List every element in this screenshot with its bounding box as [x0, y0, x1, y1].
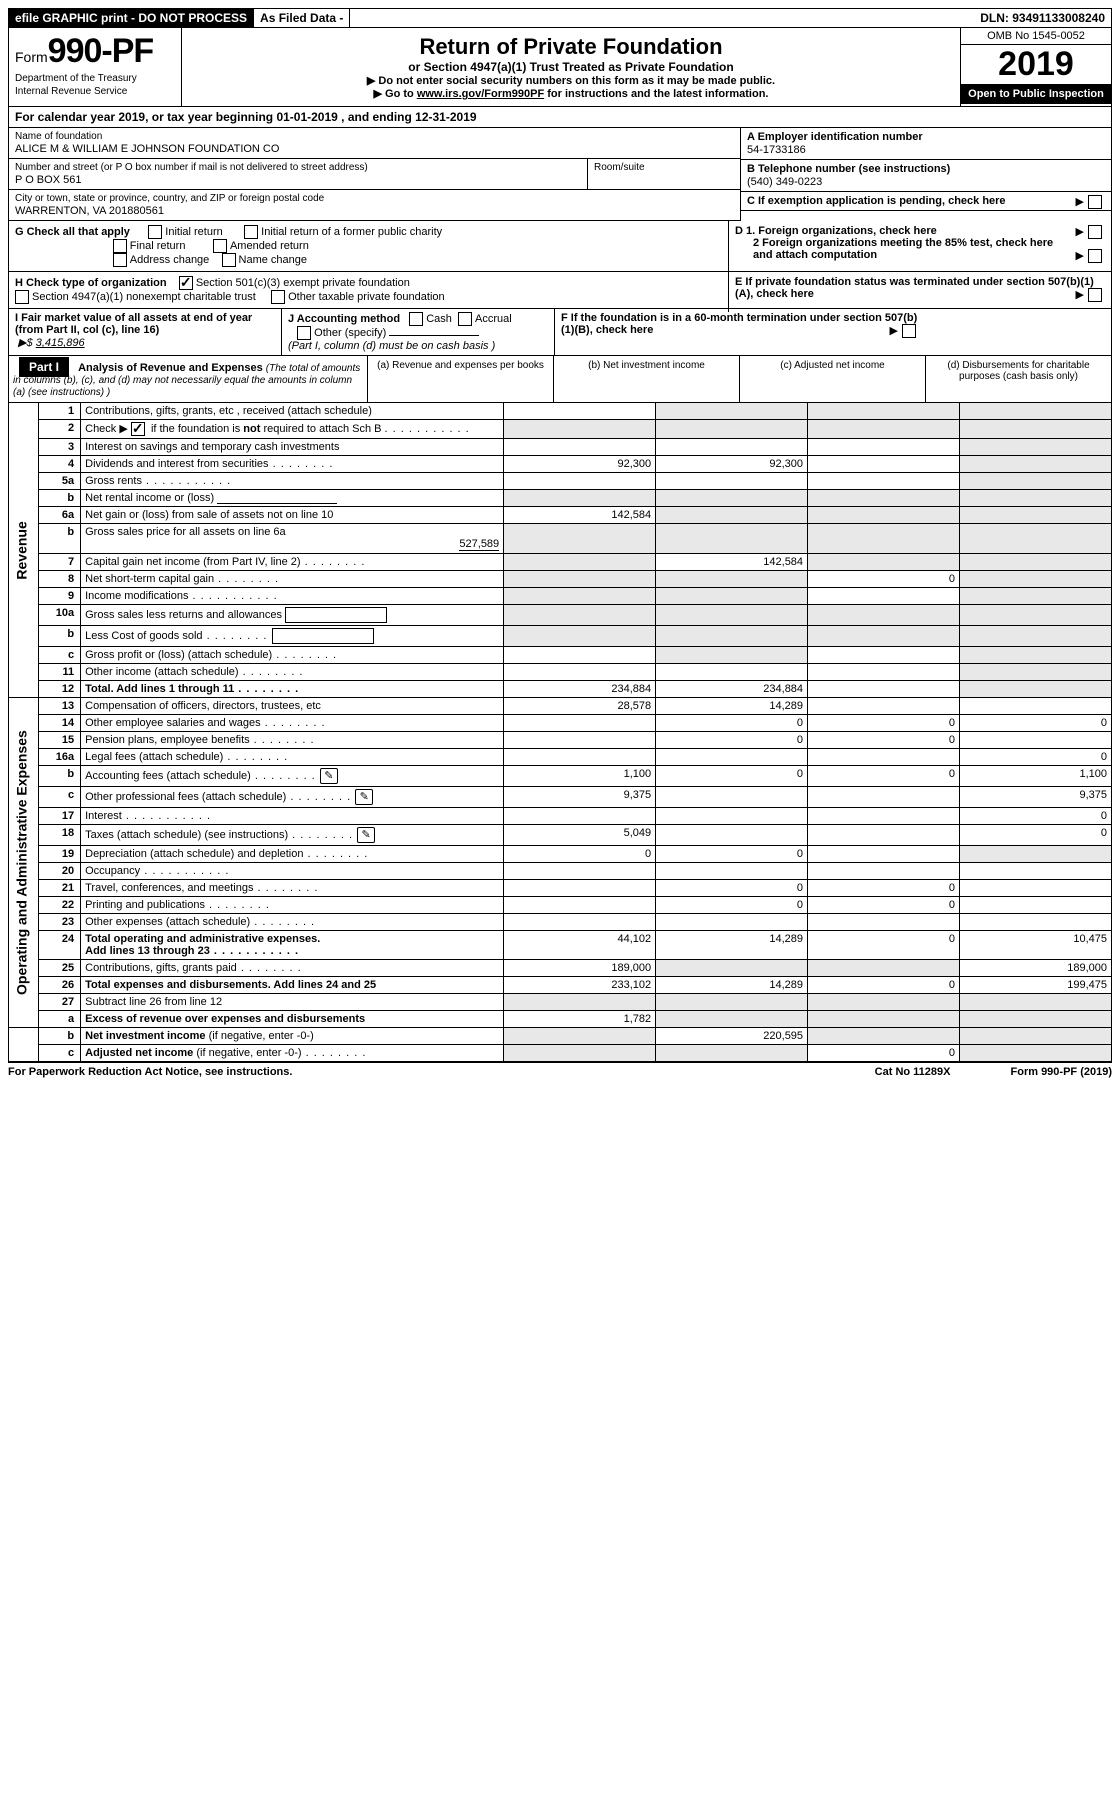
ein-value: 54-1733186: [747, 144, 1105, 156]
city-label: City or town, state or province, country…: [15, 193, 734, 204]
j-other[interactable]: [297, 326, 311, 340]
part1-table: Revenue 1Contributions, gifts, grants, e…: [8, 403, 1112, 1062]
calendar-year-row: For calendar year 2019, or tax year begi…: [8, 107, 1112, 128]
j-note: (Part I, column (d) must be on cash basi…: [288, 340, 495, 352]
phone-label: B Telephone number (see instructions): [747, 163, 1105, 175]
j-label: J Accounting method: [288, 313, 400, 325]
c-checkbox[interactable]: [1088, 195, 1102, 209]
f-checkbox[interactable]: [902, 324, 916, 338]
paperwork-notice: For Paperwork Reduction Act Notice, see …: [8, 1066, 292, 1078]
dln-label: DLN: 93491133008240: [974, 9, 1111, 27]
efile-label: efile GRAPHIC print - DO NOT PROCESS: [9, 9, 254, 27]
form-header: Form990-PF Department of the Treasury In…: [8, 28, 1112, 107]
dept-treasury: Department of the Treasury: [15, 73, 175, 84]
ein-label: A Employer identification number: [747, 131, 1105, 143]
part1-title: Analysis of Revenue and Expenses: [78, 362, 263, 374]
side-revenue: Revenue: [9, 403, 39, 698]
foundation-name: ALICE M & WILLIAM E JOHNSON FOUNDATION C…: [15, 143, 734, 155]
sched-icon[interactable]: [320, 768, 338, 784]
footer: For Paperwork Reduction Act Notice, see …: [8, 1062, 1112, 1078]
addr-label: Number and street (or P O box number if …: [15, 162, 581, 173]
form-number: Form990-PF: [15, 32, 175, 71]
col-c-head: (c) Adjusted net income: [740, 356, 926, 402]
section-ijf: I Fair market value of all assets at end…: [8, 309, 1112, 356]
tax-year: 2019: [961, 45, 1111, 84]
sched-icon[interactable]: [355, 789, 373, 805]
e-label: E If private foundation status was termi…: [735, 276, 1094, 300]
f-label: F If the foundation is in a 60-month ter…: [561, 312, 917, 336]
d2-checkbox[interactable]: [1088, 249, 1102, 263]
d1-label: D 1. Foreign organizations, check here: [735, 225, 937, 237]
room-label: Room/suite: [594, 162, 734, 173]
d2-label: 2 Foreign organizations meeting the 85% …: [735, 237, 1105, 261]
efile-top-bar: efile GRAPHIC print - DO NOT PROCESS As …: [8, 8, 1112, 28]
h-other[interactable]: [271, 290, 285, 304]
part1-label: Part I: [19, 357, 69, 377]
form-warning-2: ▶ Go to www.irs.gov/Form990PF for instru…: [188, 87, 954, 100]
part1-header: Part I Analysis of Revenue and Expenses …: [8, 356, 1112, 403]
dept-irs: Internal Revenue Service: [15, 86, 175, 97]
form-ref: Form 990-PF (2019): [1011, 1066, 1113, 1078]
g-address[interactable]: [113, 253, 127, 267]
sched-icon[interactable]: [357, 827, 375, 843]
j-cash[interactable]: [409, 312, 423, 326]
open-inspection: Open to Public Inspection: [961, 84, 1111, 104]
as-filed-label: As Filed Data -: [254, 9, 350, 27]
name-label: Name of foundation: [15, 131, 734, 142]
omb-number: OMB No 1545-0052: [961, 28, 1111, 45]
city-value: WARRENTON, VA 201880561: [15, 205, 734, 217]
schb-checkbox[interactable]: [131, 422, 145, 436]
cat-no: Cat No 11289X: [875, 1066, 951, 1078]
form-subtitle: or Section 4947(a)(1) Trust Treated as P…: [188, 60, 954, 74]
instructions-link[interactable]: www.irs.gov/Form990PF: [417, 88, 544, 100]
col-b-head: (b) Net investment income: [554, 356, 740, 402]
h-501c3[interactable]: [179, 276, 193, 290]
c-label: C If exemption application is pending, c…: [747, 195, 1006, 207]
h-4947[interactable]: [15, 290, 29, 304]
addr-value: P O BOX 561: [15, 174, 581, 186]
g-initial-former[interactable]: [244, 225, 258, 239]
i-label: I Fair market value of all assets at end…: [15, 312, 252, 336]
i-value: 3,415,896: [36, 337, 85, 349]
g-amended[interactable]: [213, 239, 227, 253]
g-initial[interactable]: [148, 225, 162, 239]
section-g-d: G Check all that apply Initial return In…: [8, 221, 1112, 272]
form-title: Return of Private Foundation: [188, 34, 954, 60]
e-checkbox[interactable]: [1088, 288, 1102, 302]
col-a-head: (a) Revenue and expenses per books: [368, 356, 554, 402]
d1-checkbox[interactable]: [1088, 225, 1102, 239]
section-h-e: H Check type of organization Section 501…: [8, 272, 1112, 309]
phone-value: (540) 349-0223: [747, 176, 1105, 188]
side-expenses: Operating and Administrative Expenses: [9, 698, 39, 1028]
g-name[interactable]: [222, 253, 236, 267]
identity-grid: Name of foundation ALICE M & WILLIAM E J…: [8, 128, 1112, 221]
col-d-head: (d) Disbursements for charitable purpose…: [926, 356, 1111, 402]
form-warning-1: ▶ Do not enter social security numbers o…: [188, 74, 954, 87]
g-label: G Check all that apply: [15, 226, 130, 238]
g-final[interactable]: [113, 239, 127, 253]
h-label: H Check type of organization: [15, 277, 167, 289]
j-accrual[interactable]: [458, 312, 472, 326]
